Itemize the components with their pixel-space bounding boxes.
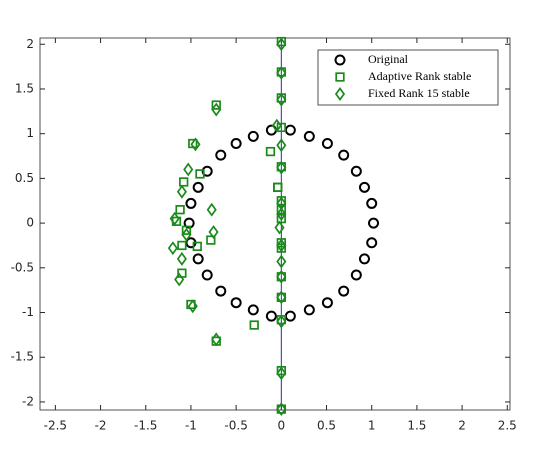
y-tick-label: -2	[22, 394, 34, 408]
x-tick-label: -1	[185, 419, 197, 433]
point	[211, 102, 222, 117]
point	[276, 213, 286, 224]
point	[276, 37, 287, 52]
point	[169, 211, 180, 226]
point	[176, 184, 187, 199]
legend-label: Adaptive Rank stable	[368, 69, 471, 83]
y-tick-label: 0.5	[15, 171, 34, 185]
point	[303, 130, 315, 142]
x-tick-label: 0	[278, 419, 286, 433]
legend-box	[317, 49, 499, 106]
point	[276, 207, 287, 222]
y-tick-label: 1	[26, 126, 34, 140]
point	[181, 225, 192, 235]
y-tick-label: 2	[26, 37, 34, 51]
point	[215, 149, 227, 161]
x-tick-label: -1.5	[134, 419, 157, 433]
point	[206, 202, 217, 217]
point	[177, 240, 187, 251]
point	[211, 332, 222, 347]
point	[187, 299, 198, 314]
x-tick-label: 2	[458, 419, 466, 433]
point	[338, 149, 350, 161]
point	[276, 160, 287, 175]
point	[276, 65, 287, 80]
point	[183, 162, 194, 177]
point	[350, 269, 362, 281]
point	[276, 92, 287, 107]
y-tick-label: 0	[26, 216, 34, 230]
point	[265, 146, 276, 157]
point	[215, 285, 227, 297]
x-tick-label: -2.5	[44, 419, 67, 433]
point	[276, 138, 287, 153]
point	[276, 122, 286, 133]
point	[201, 269, 213, 281]
point	[334, 87, 346, 101]
x-tick-label: -0.5	[224, 419, 247, 433]
point	[276, 366, 287, 381]
point	[174, 272, 185, 287]
point	[321, 138, 333, 150]
point	[321, 297, 333, 309]
point	[368, 217, 380, 229]
point	[201, 165, 213, 177]
point	[181, 227, 192, 242]
point	[276, 290, 287, 305]
point	[276, 314, 287, 329]
point	[334, 54, 346, 66]
x-tick-label: 1.5	[407, 419, 426, 433]
point	[195, 169, 205, 179]
x-tick-label: -2	[95, 419, 107, 433]
y-tick-label: -0.5	[11, 260, 34, 274]
point	[206, 235, 216, 245]
point	[274, 220, 285, 235]
x-tick-label: 2.5	[498, 419, 517, 433]
point	[249, 320, 259, 330]
point	[192, 241, 202, 252]
y-tick-label: -1	[22, 305, 34, 319]
point	[208, 225, 219, 239]
point	[271, 118, 282, 133]
point	[190, 137, 201, 152]
point	[338, 285, 350, 297]
point	[211, 100, 221, 110]
point	[303, 304, 315, 316]
point	[175, 205, 185, 215]
point	[276, 238, 287, 253]
legend: Original Adaptive Rank stable Fixed Rank 1…	[317, 49, 499, 106]
point	[179, 177, 189, 187]
point	[185, 197, 197, 209]
point	[358, 253, 370, 265]
point	[358, 181, 370, 193]
point	[276, 269, 287, 284]
point	[265, 310, 277, 322]
y-tick-label: -1.5	[11, 350, 34, 364]
point	[366, 237, 378, 249]
x-tick-label: 1	[368, 419, 376, 433]
point	[276, 402, 287, 417]
point	[273, 182, 283, 192]
point	[366, 197, 378, 209]
y-tick-label: 1.5	[15, 81, 34, 95]
point	[230, 138, 242, 150]
point	[276, 205, 286, 215]
legend-label: Fixed Rank 15 stable	[368, 86, 470, 100]
point	[350, 165, 362, 177]
legend-label: Original	[368, 52, 409, 66]
point	[230, 297, 242, 309]
point	[335, 72, 345, 82]
point	[167, 241, 178, 256]
point	[247, 304, 259, 316]
point	[183, 217, 195, 229]
point	[192, 181, 204, 193]
x-tick-label: 0.5	[317, 419, 336, 433]
point	[176, 251, 187, 266]
point	[192, 253, 204, 265]
point	[247, 130, 259, 142]
point	[276, 254, 287, 269]
